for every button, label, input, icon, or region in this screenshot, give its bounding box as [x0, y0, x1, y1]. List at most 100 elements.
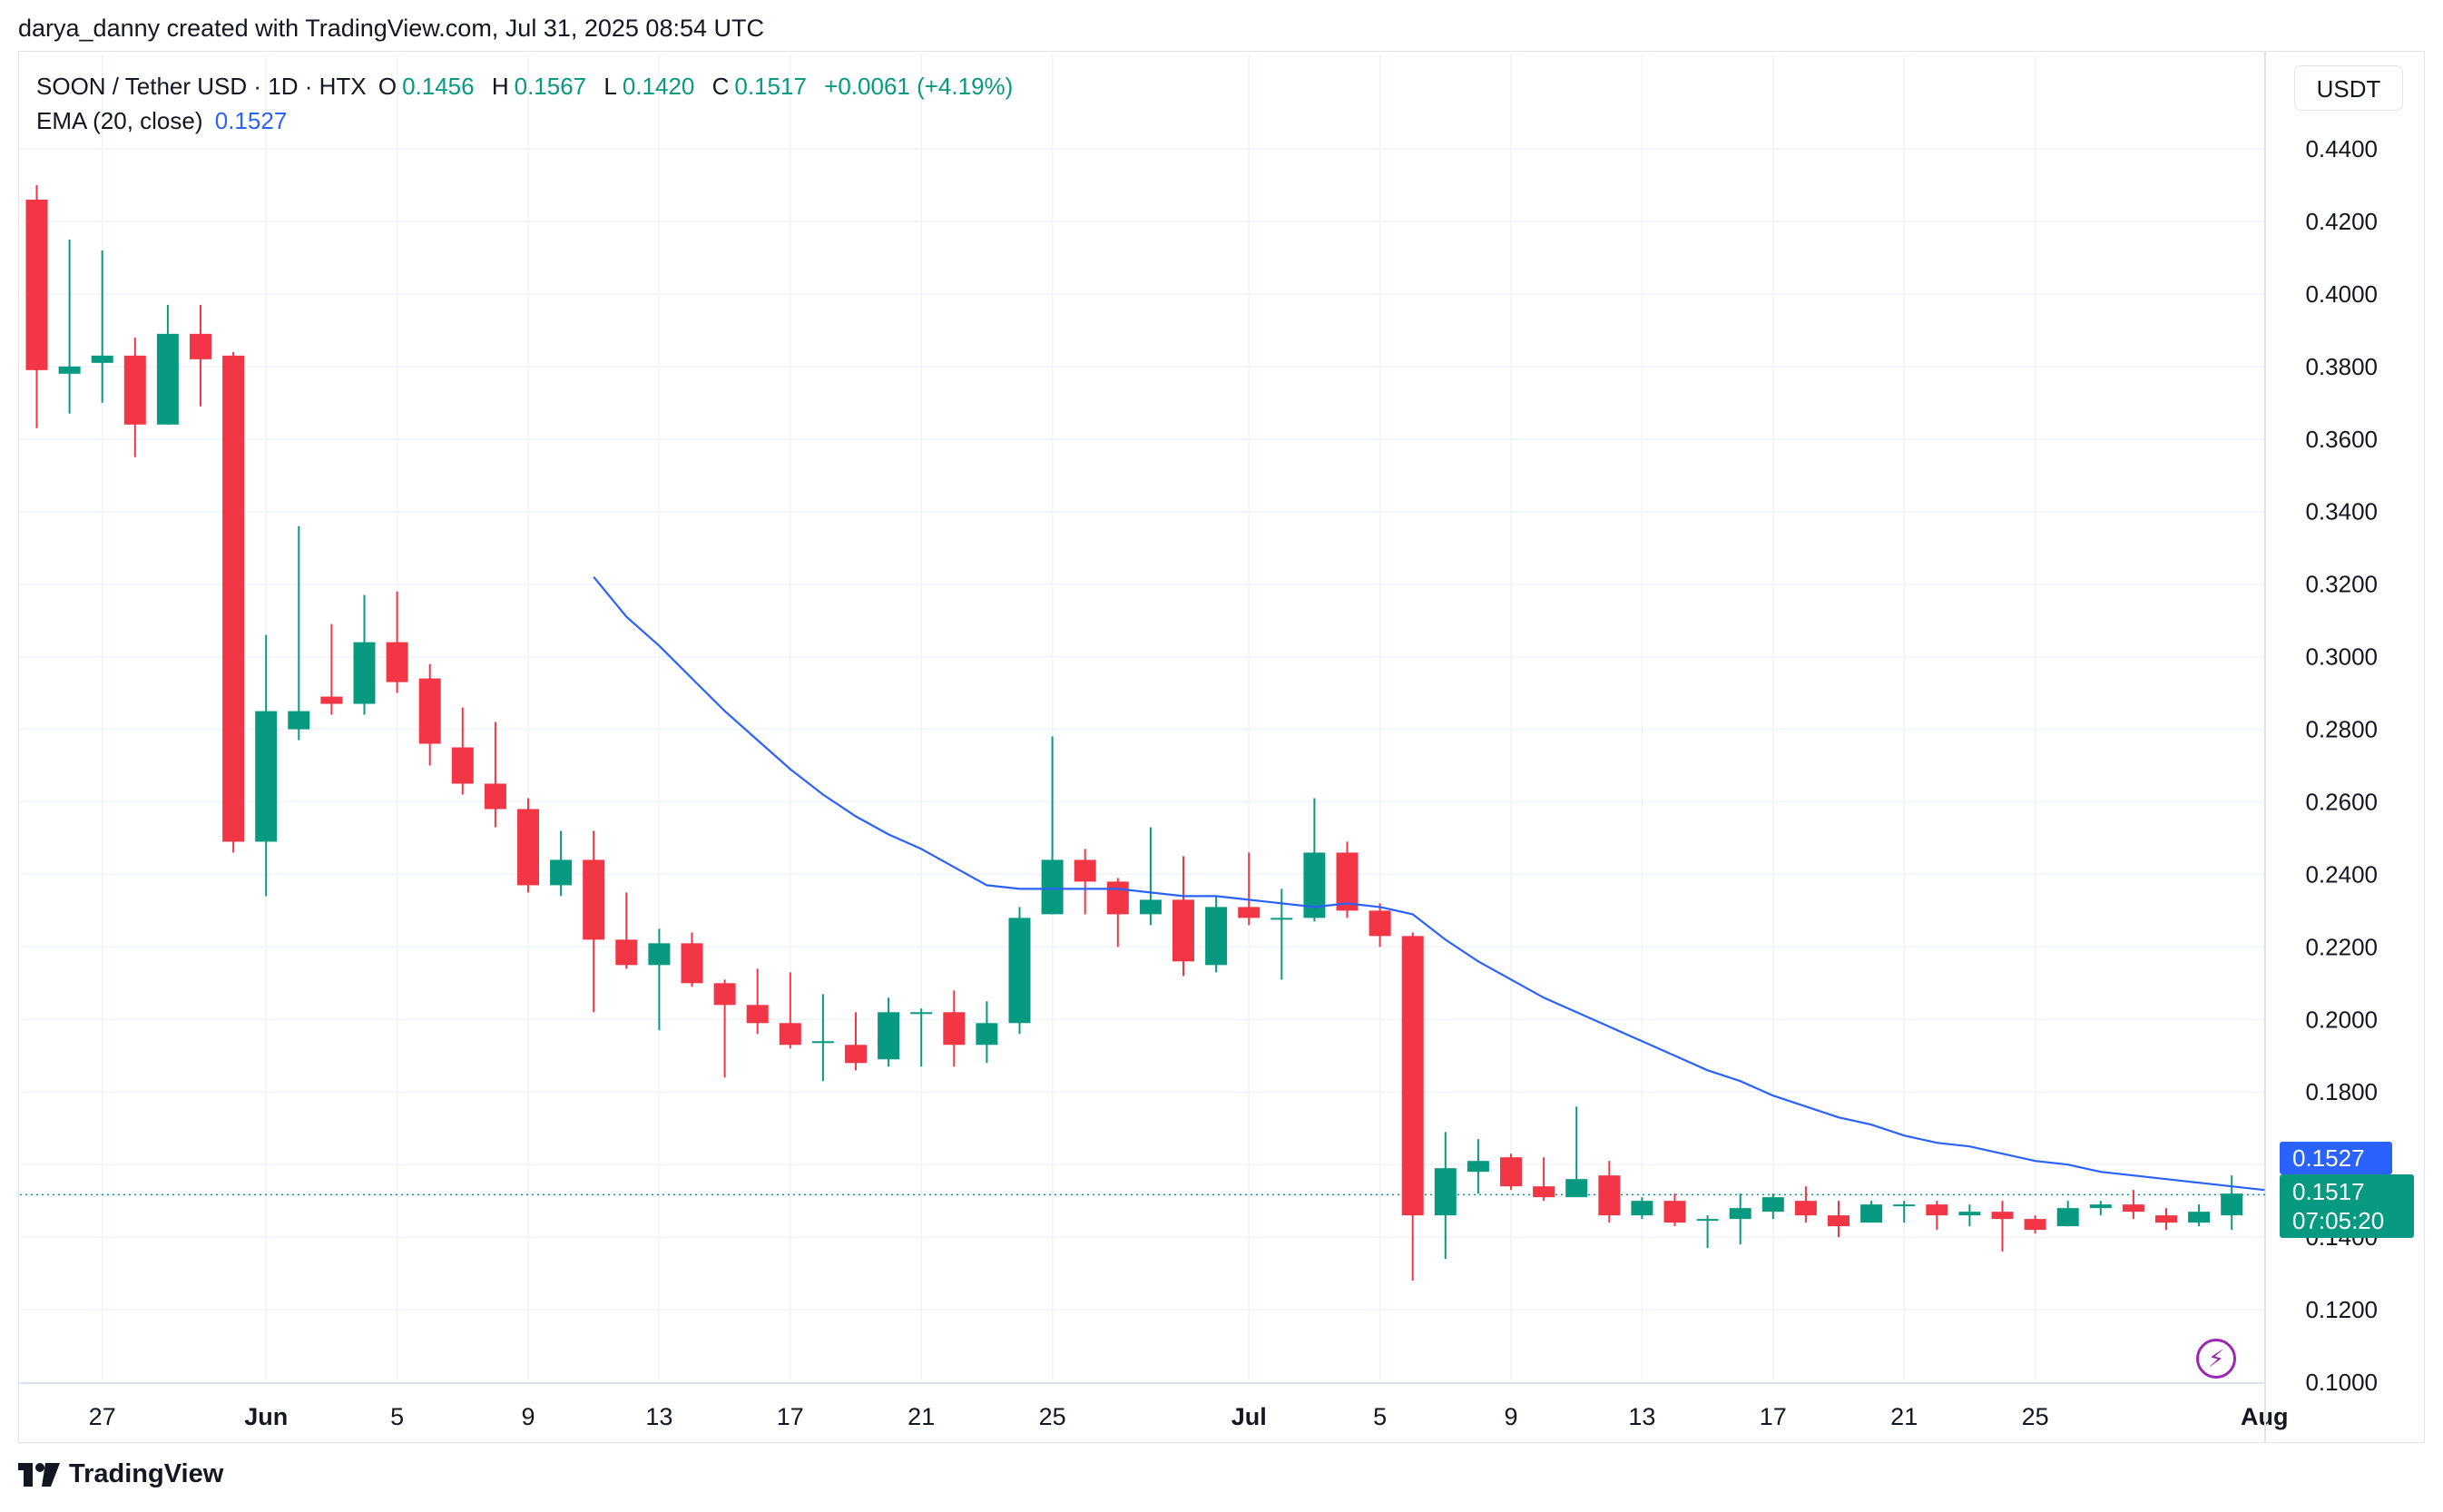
y-tick-label: 0.3000 [2305, 643, 2378, 671]
candle-body [1794, 1201, 1817, 1216]
candle-body [1533, 1186, 1555, 1198]
candle-body [1074, 859, 1096, 882]
ema-price-tag: 0.1527 [2280, 1142, 2392, 1174]
candle-body [2221, 1193, 2243, 1216]
candle-body [1106, 881, 1129, 915]
y-tick-label: 0.3400 [2305, 498, 2378, 525]
x-tick-label: 5 [390, 1403, 404, 1430]
last-price-value: 0.1517 [2292, 1178, 2365, 1205]
candle-body [713, 983, 736, 1006]
candle-body [976, 1023, 998, 1046]
x-tick-label: 21 [908, 1403, 935, 1430]
candle-body [1729, 1208, 1751, 1220]
candle-body [1369, 910, 1391, 937]
candle-body [386, 642, 408, 682]
legend-ema-row: EMA (20, close) 0.1527 [36, 103, 1018, 138]
x-tick-label: 5 [1373, 1403, 1387, 1430]
candle-body [222, 355, 245, 842]
candle-body [1336, 852, 1359, 911]
candle-body [255, 711, 278, 842]
candle-body [1172, 899, 1194, 962]
legend-ema-value: 0.1527 [214, 107, 288, 134]
y-tick-label: 0.2400 [2305, 860, 2378, 888]
candle-body [418, 678, 441, 744]
legend-ema-label[interactable]: EMA (20, close) [36, 107, 203, 134]
x-tick-label: 9 [521, 1403, 535, 1430]
x-tick-label: Jul [1231, 1403, 1267, 1430]
y-tick-label: 0.3800 [2305, 353, 2378, 380]
candle-body [2024, 1219, 2046, 1231]
logo-text: TradingView [69, 1459, 224, 1488]
candle-body [2155, 1215, 2177, 1223]
x-tick-label: 13 [1628, 1403, 1655, 1430]
candle-body [1008, 918, 1031, 1024]
x-tick-label: 25 [2022, 1403, 2049, 1430]
candle-body [1598, 1175, 1621, 1216]
candle-body [1991, 1212, 2014, 1220]
legend-low: L 0.1420 [603, 73, 695, 100]
candle-body [1631, 1201, 1653, 1216]
candle-body [1467, 1161, 1489, 1173]
candle-body [1205, 907, 1228, 966]
candle-body [1434, 1168, 1457, 1216]
legend-high: H 0.1567 [491, 73, 587, 100]
candle-body [583, 859, 605, 940]
currency-button[interactable]: USDT [2294, 65, 2403, 111]
x-tick-label: 27 [89, 1403, 116, 1430]
legend-symbol[interactable]: SOON / Tether USD · 1D · HTX [36, 73, 367, 100]
candle-body [811, 1041, 834, 1044]
chart-legend: SOON / Tether USD · 1D · HTX O 0.1456 H 0.… [36, 69, 1018, 138]
candle-body [1696, 1219, 1719, 1222]
y-tick-label: 0.4200 [2305, 208, 2378, 235]
y-tick-label: 0.3600 [2305, 426, 2378, 453]
candle-body [1828, 1215, 1849, 1227]
y-tick-label: 0.1200 [2305, 1296, 2378, 1323]
x-tick-label: 9 [1504, 1403, 1517, 1430]
candle-body [1500, 1157, 1522, 1187]
lightning-icon[interactable]: ⚡ [2196, 1339, 2236, 1379]
x-tick-label: Jun [244, 1403, 288, 1430]
candle-body [746, 1005, 769, 1024]
tradingview-logo[interactable]: TradingView [18, 1459, 223, 1489]
legend-close: C 0.1517 [711, 73, 807, 100]
candle-body [1761, 1197, 1784, 1213]
candle-body [615, 939, 638, 966]
candle-body [1860, 1204, 1883, 1223]
y-tick-label: 0.2800 [2305, 716, 2378, 743]
chart-frame [18, 51, 2425, 1443]
y-tick-label: 0.2600 [2305, 788, 2378, 815]
candle-body [2188, 1212, 2211, 1223]
candle-body [779, 1023, 801, 1046]
candle-body [1565, 1179, 1588, 1198]
y-tick-label: 0.4400 [2305, 135, 2378, 162]
last-price-tag: 0.1517 07:05:20 [2280, 1174, 2414, 1238]
candle-body [1271, 918, 1293, 920]
x-tick-label: 13 [645, 1403, 672, 1430]
candle-body [91, 355, 113, 363]
candle-body [910, 1012, 933, 1015]
candle-body [1893, 1204, 1916, 1207]
y-tick-label: 0.2200 [2305, 933, 2378, 960]
legend-open: O 0.1456 [378, 73, 475, 100]
candle-body [1958, 1212, 1981, 1216]
y-tick-label: 0.1000 [2305, 1369, 2378, 1396]
y-tick-label: 0.4000 [2305, 280, 2378, 308]
candle-body [156, 333, 179, 425]
x-tick-label: 17 [777, 1403, 804, 1430]
candle-body [2056, 1208, 2079, 1227]
candle-body [648, 943, 671, 966]
candle-body [353, 642, 376, 704]
ema-line [593, 576, 2265, 1192]
candle-body [484, 783, 506, 810]
candle-body [550, 859, 573, 886]
candle-body [2122, 1204, 2144, 1213]
candle-body [1238, 907, 1261, 918]
candle-body [288, 711, 310, 730]
y-tick-label: 0.2000 [2305, 1006, 2378, 1033]
candle-body [25, 199, 48, 370]
candle-body [845, 1045, 867, 1064]
candle-body [451, 747, 474, 784]
candle-body [1663, 1201, 1686, 1223]
legend-change: +0.0061 (+4.19%) [824, 73, 1014, 100]
